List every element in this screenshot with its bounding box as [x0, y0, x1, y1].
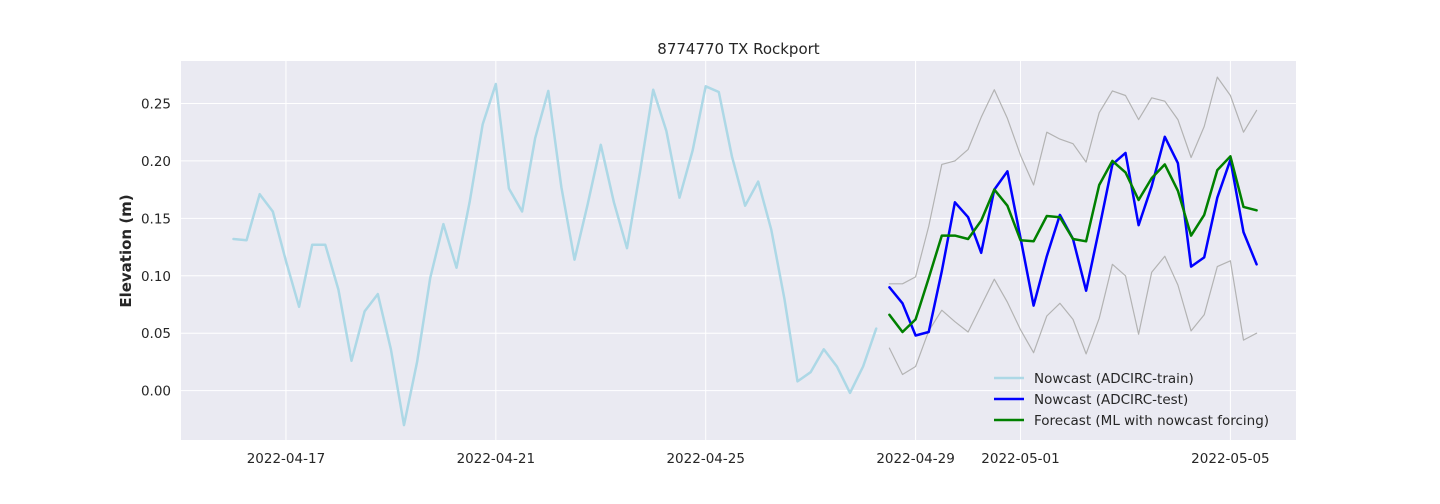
series-line-lower-bound	[888, 255, 1258, 376]
series-line-0	[232, 82, 878, 427]
y-tick-label: 0.25	[141, 96, 171, 112]
legend: Nowcast (ADCIRC-train) Nowcast (ADCIRC-t…	[994, 371, 1269, 429]
x-tick-label: 2022-04-25	[666, 451, 744, 467]
x-tick-labels: 2022-04-17 2022-04-21 2022-04-25 2022-04-29…	[247, 451, 1270, 467]
series-lines	[232, 76, 1258, 427]
y-tick-label: 0.10	[141, 269, 171, 285]
y-tick-labels: 0.00 0.05 0.10 0.15 0.20 0.25	[141, 96, 171, 399]
x-tick-label: 2022-05-01	[981, 451, 1059, 467]
y-tick-label: 0.00	[141, 384, 171, 400]
x-tick-label: 2022-04-17	[247, 451, 325, 467]
series-line-2	[888, 155, 1258, 334]
y-tick-label: 0.05	[141, 326, 171, 342]
x-tick-label: 2022-04-21	[457, 451, 535, 467]
series-line-upper-bound	[888, 76, 1258, 285]
legend-label-forecast: Forecast (ML with nowcast forcing)	[1034, 413, 1269, 429]
plot-background	[181, 61, 1296, 440]
chart-title: 8774770 TX Rockport	[657, 40, 820, 58]
y-tick-label: 0.20	[141, 154, 171, 170]
y-axis-label: Elevation (m)	[117, 194, 135, 307]
legend-label-train: Nowcast (ADCIRC-train)	[1034, 371, 1194, 387]
legend-label-test: Nowcast (ADCIRC-test)	[1034, 392, 1188, 408]
x-tick-label: 2022-05-05	[1191, 451, 1269, 467]
x-tick-label: 2022-04-29	[876, 451, 954, 467]
y-tick-label: 0.15	[141, 211, 171, 227]
